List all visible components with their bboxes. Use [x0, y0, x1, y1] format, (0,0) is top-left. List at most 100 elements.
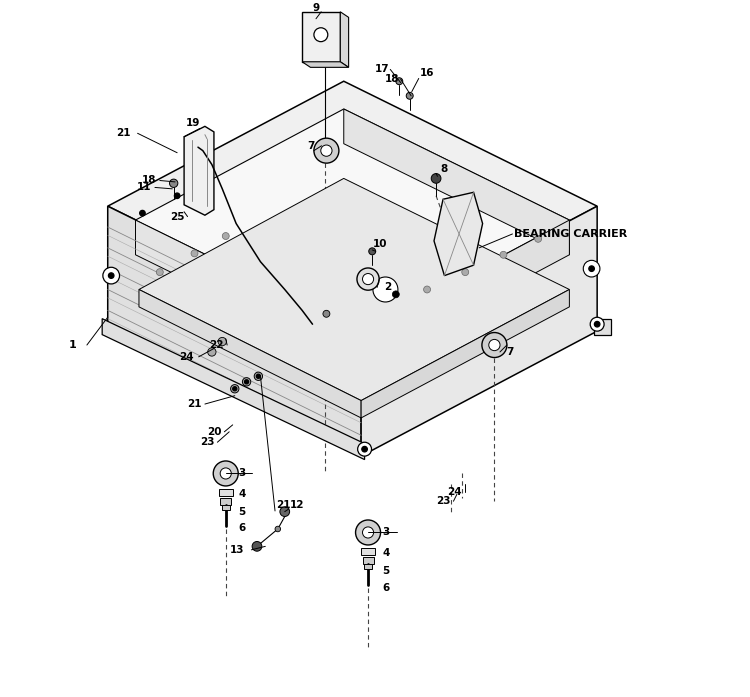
Text: 7: 7: [507, 347, 514, 357]
Circle shape: [500, 252, 507, 259]
Circle shape: [280, 507, 290, 516]
Circle shape: [362, 446, 368, 452]
Circle shape: [314, 138, 339, 163]
Circle shape: [535, 236, 542, 243]
Text: 21: 21: [116, 128, 131, 138]
Text: 24: 24: [178, 352, 194, 362]
Text: 7: 7: [308, 141, 315, 151]
Text: 11: 11: [137, 183, 152, 192]
Circle shape: [140, 210, 146, 216]
Circle shape: [362, 273, 374, 284]
Polygon shape: [108, 82, 597, 331]
Circle shape: [103, 267, 119, 284]
Polygon shape: [594, 319, 611, 335]
Text: 19: 19: [186, 118, 200, 128]
Circle shape: [369, 248, 376, 255]
Circle shape: [362, 527, 374, 538]
Text: 6: 6: [382, 583, 390, 593]
Text: 21: 21: [188, 399, 202, 409]
Text: 21: 21: [276, 500, 290, 510]
Text: 23: 23: [436, 496, 450, 506]
Circle shape: [174, 193, 180, 199]
Text: 22: 22: [209, 340, 224, 350]
Circle shape: [489, 339, 500, 351]
Polygon shape: [361, 220, 569, 366]
Circle shape: [482, 332, 507, 358]
Polygon shape: [302, 12, 340, 62]
Polygon shape: [108, 206, 361, 456]
Circle shape: [594, 321, 600, 327]
Text: 5: 5: [238, 507, 245, 516]
Text: 12: 12: [290, 500, 304, 510]
Circle shape: [218, 337, 226, 346]
Circle shape: [230, 385, 239, 393]
Polygon shape: [184, 126, 214, 215]
Text: 18: 18: [385, 74, 400, 84]
Circle shape: [109, 273, 114, 278]
Circle shape: [321, 145, 332, 156]
Text: 4: 4: [382, 549, 390, 558]
FancyBboxPatch shape: [221, 505, 230, 510]
Circle shape: [373, 277, 398, 302]
Text: 3: 3: [382, 528, 390, 537]
Circle shape: [213, 461, 238, 486]
Polygon shape: [139, 178, 569, 401]
Circle shape: [392, 291, 399, 298]
Circle shape: [191, 250, 198, 257]
FancyBboxPatch shape: [220, 498, 231, 505]
Text: 8: 8: [441, 164, 448, 174]
Circle shape: [156, 268, 164, 275]
Polygon shape: [340, 12, 349, 68]
Text: 18: 18: [142, 176, 157, 185]
Circle shape: [232, 387, 237, 391]
Circle shape: [590, 317, 604, 331]
Text: 2: 2: [384, 282, 391, 293]
Polygon shape: [434, 192, 482, 275]
Text: 9: 9: [313, 3, 320, 13]
Circle shape: [170, 179, 178, 187]
FancyBboxPatch shape: [362, 558, 374, 565]
Text: 3: 3: [238, 468, 245, 478]
Circle shape: [431, 174, 441, 183]
Text: 23: 23: [200, 437, 214, 447]
Polygon shape: [139, 289, 361, 418]
Text: 1: 1: [69, 340, 77, 350]
Text: 20: 20: [207, 427, 221, 437]
Text: 24: 24: [448, 487, 462, 496]
Circle shape: [242, 378, 250, 386]
Text: 16: 16: [420, 68, 434, 78]
Text: 17: 17: [375, 64, 389, 75]
Circle shape: [254, 372, 262, 381]
Circle shape: [314, 28, 328, 42]
Circle shape: [252, 542, 262, 551]
Polygon shape: [361, 206, 597, 456]
Circle shape: [358, 442, 371, 456]
Circle shape: [208, 348, 216, 356]
Circle shape: [323, 310, 330, 317]
Circle shape: [275, 526, 280, 532]
Circle shape: [356, 520, 380, 545]
Polygon shape: [136, 220, 361, 366]
Text: 6: 6: [238, 523, 245, 533]
Circle shape: [357, 268, 380, 290]
Circle shape: [589, 266, 594, 271]
Circle shape: [244, 380, 249, 384]
Circle shape: [424, 286, 430, 293]
Text: 25: 25: [170, 212, 184, 222]
Text: eReplacementParts.com: eReplacementParts.com: [282, 341, 468, 356]
FancyBboxPatch shape: [361, 548, 375, 555]
Circle shape: [406, 92, 413, 99]
Text: 5: 5: [382, 566, 390, 576]
Polygon shape: [136, 109, 569, 331]
Text: 10: 10: [374, 239, 388, 250]
Polygon shape: [361, 289, 569, 418]
Text: 4: 4: [238, 489, 245, 499]
Circle shape: [462, 268, 469, 275]
Polygon shape: [102, 319, 364, 459]
FancyBboxPatch shape: [364, 565, 372, 569]
Text: 13: 13: [230, 545, 244, 555]
Circle shape: [584, 261, 600, 277]
Polygon shape: [344, 109, 569, 255]
Circle shape: [220, 468, 231, 479]
FancyBboxPatch shape: [219, 489, 232, 496]
